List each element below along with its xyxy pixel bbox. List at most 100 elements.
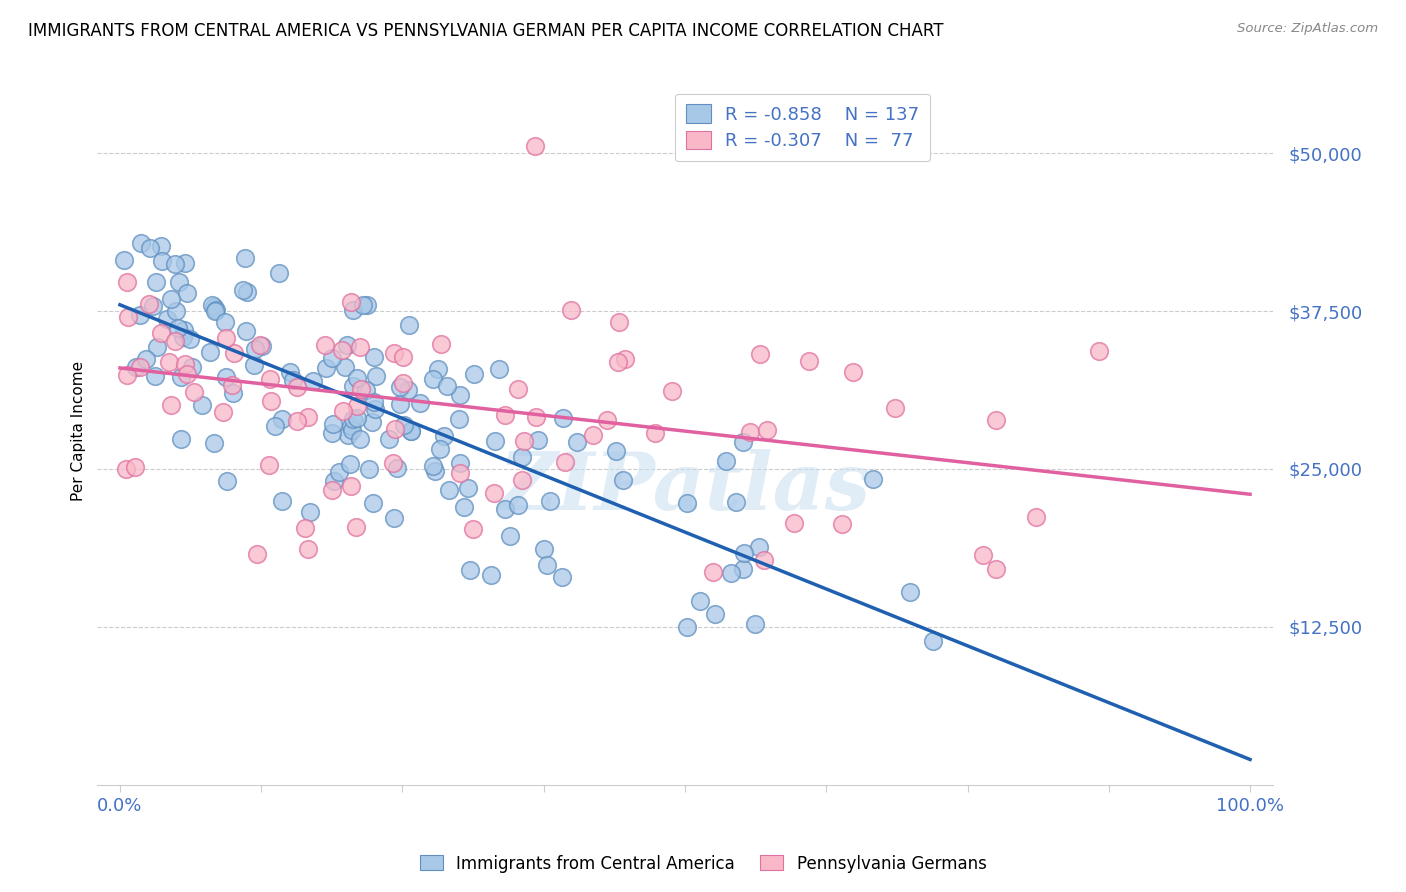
Point xyxy=(972,548,994,562)
Point xyxy=(315,361,337,376)
Point xyxy=(211,405,233,419)
Point xyxy=(346,400,368,414)
Point xyxy=(159,398,181,412)
Point xyxy=(346,371,368,385)
Point xyxy=(449,456,471,470)
Point xyxy=(720,566,742,581)
Point xyxy=(360,415,382,429)
Point xyxy=(510,450,533,464)
Point xyxy=(392,350,415,364)
Point xyxy=(702,565,724,579)
Point xyxy=(202,436,225,450)
Point xyxy=(607,315,630,329)
Point xyxy=(744,616,766,631)
Point xyxy=(129,235,152,250)
Point xyxy=(423,464,446,478)
Point xyxy=(145,275,167,289)
Legend: Immigrants from Central America, Pennsylvania Germans: Immigrants from Central America, Pennsyl… xyxy=(413,848,993,880)
Point xyxy=(606,354,628,368)
Point xyxy=(146,340,169,354)
Point xyxy=(231,283,253,297)
Point xyxy=(458,564,481,578)
Point xyxy=(499,529,522,543)
Point xyxy=(527,434,550,448)
Point xyxy=(322,417,344,432)
Point xyxy=(191,398,214,412)
Point xyxy=(342,412,364,426)
Point xyxy=(214,369,236,384)
Point xyxy=(349,432,371,446)
Point xyxy=(436,378,458,392)
Text: Source: ZipAtlas.com: Source: ZipAtlas.com xyxy=(1237,22,1378,36)
Point xyxy=(738,425,761,439)
Point xyxy=(567,435,589,450)
Point xyxy=(389,380,412,394)
Y-axis label: Per Capita Income: Per Capita Income xyxy=(72,361,86,501)
Point xyxy=(124,460,146,475)
Point xyxy=(482,486,505,500)
Point xyxy=(346,410,368,425)
Point xyxy=(437,483,460,498)
Point xyxy=(550,570,572,584)
Point xyxy=(163,257,186,271)
Point xyxy=(714,454,737,468)
Point xyxy=(553,410,575,425)
Point xyxy=(236,285,259,300)
Point xyxy=(449,388,471,402)
Point xyxy=(221,386,243,401)
Point xyxy=(243,342,266,356)
Point xyxy=(340,478,363,492)
Point xyxy=(183,384,205,399)
Point xyxy=(221,378,243,392)
Point xyxy=(205,303,228,318)
Point xyxy=(335,338,357,352)
Point xyxy=(115,368,138,383)
Point xyxy=(333,359,356,374)
Point xyxy=(328,465,350,479)
Point xyxy=(533,541,555,556)
Point xyxy=(363,394,385,409)
Point xyxy=(337,428,360,442)
Point xyxy=(596,413,619,427)
Point xyxy=(733,435,755,450)
Point xyxy=(259,394,281,409)
Text: IMMIGRANTS FROM CENTRAL AMERICA VS PENNSYLVANIA GERMAN PER CAPITA INCOME CORRELA: IMMIGRANTS FROM CENTRAL AMERICA VS PENNS… xyxy=(28,22,943,40)
Point xyxy=(298,504,321,518)
Point xyxy=(167,275,190,289)
Point xyxy=(330,343,353,357)
Point xyxy=(385,461,408,475)
Point xyxy=(259,458,281,473)
Point xyxy=(135,351,157,366)
Point xyxy=(172,330,194,344)
Point xyxy=(350,383,373,397)
Point xyxy=(243,359,266,373)
Point xyxy=(427,362,450,376)
Point xyxy=(644,425,666,440)
Point xyxy=(862,472,884,486)
Point xyxy=(170,432,193,446)
Point xyxy=(554,455,576,469)
Point xyxy=(224,346,246,360)
Point xyxy=(382,345,405,359)
Point xyxy=(433,429,456,443)
Point xyxy=(783,516,806,531)
Point xyxy=(179,332,201,346)
Point xyxy=(675,496,697,510)
Point xyxy=(138,296,160,310)
Point xyxy=(409,396,432,410)
Point xyxy=(614,351,637,366)
Point xyxy=(449,412,471,426)
Point xyxy=(661,384,683,399)
Point xyxy=(259,372,281,386)
Point xyxy=(173,323,195,337)
Point xyxy=(754,553,776,567)
Point xyxy=(689,594,711,608)
Point xyxy=(297,542,319,557)
Point xyxy=(176,286,198,301)
Point xyxy=(280,366,302,380)
Point xyxy=(176,367,198,381)
Point xyxy=(510,473,533,487)
Point xyxy=(235,324,257,338)
Point xyxy=(321,425,343,440)
Point xyxy=(457,481,479,495)
